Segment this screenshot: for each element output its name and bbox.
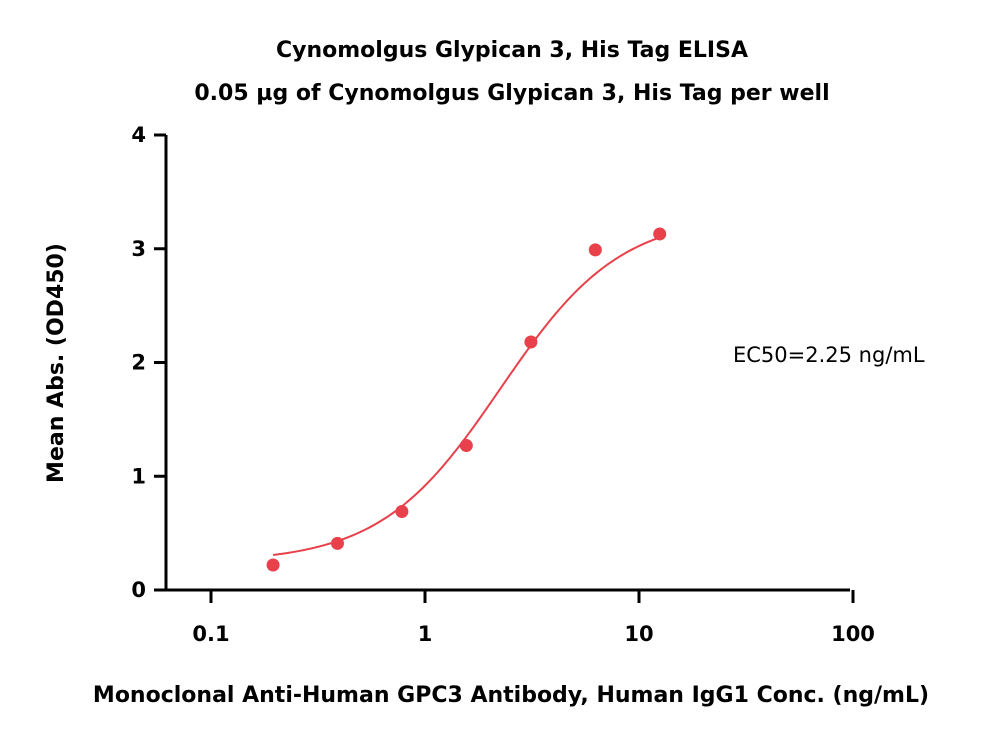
y-axis-label: Mean Abs. (OD450) xyxy=(44,243,69,483)
data-point xyxy=(330,536,344,550)
y-tick-label: 2 xyxy=(131,351,146,375)
x-axis-label: Monoclonal Anti-Human GPC3 Antibody, Hum… xyxy=(93,683,929,708)
fit-curve xyxy=(272,236,661,557)
y-tick-label: 1 xyxy=(131,464,146,488)
x-tick-label: 100 xyxy=(831,622,875,646)
y-tick-label: 3 xyxy=(131,237,146,261)
ec50-annotation: EC50=2.25 ng/mL xyxy=(733,343,925,367)
axes: 0 1 2 3 4 0.1 1 10 100 xyxy=(131,123,875,646)
data-point xyxy=(459,439,473,453)
data-point xyxy=(653,227,667,241)
data-point xyxy=(524,335,538,349)
data-point xyxy=(588,243,602,257)
data-point xyxy=(395,505,409,519)
data-point xyxy=(266,558,280,572)
fit-curve-layer xyxy=(272,236,661,557)
x-tick-label: 10 xyxy=(624,622,653,646)
x-tick-label: 1 xyxy=(418,622,433,646)
y-tick-label: 0 xyxy=(131,578,146,602)
x-tick-label: 0.1 xyxy=(192,622,229,646)
data-points-layer xyxy=(266,227,667,572)
y-tick-label: 4 xyxy=(131,123,146,147)
chart-title: Cynomolgus Glypican 3, His Tag ELISA xyxy=(276,38,748,63)
chart-subtitle: 0.05 µg of Cynomolgus Glypican 3, His Ta… xyxy=(194,81,829,106)
